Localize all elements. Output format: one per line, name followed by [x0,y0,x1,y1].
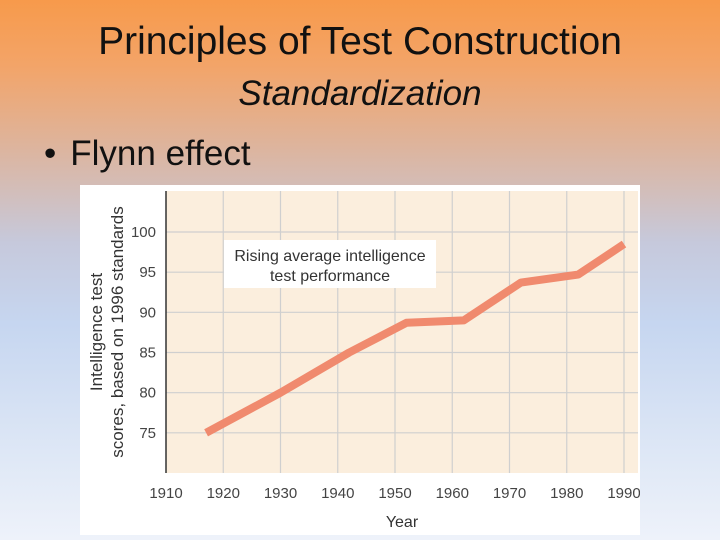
bullet-dot: • [44,134,57,173]
bullet-item: • Flynn effect [44,134,251,174]
x-tick-labels: 1910 1920 1930 1940 1950 1960 1970 1980 1990 [149,485,640,502]
annotation-line-1: Rising average intelligence [234,248,425,265]
y-tick-labels: 75 80 85 90 95 100 [131,224,156,442]
annotation-box [224,240,436,288]
x-tick-1910: 1910 [149,485,182,502]
y-tick-80: 80 [139,385,156,402]
flynn-effect-chart: 75 80 85 90 95 100 1910 1920 1930 1940 1950 1960 19… [80,185,640,535]
y-tick-90: 90 [139,304,156,321]
annotation-line-2: test performance [270,268,390,285]
x-tick-1940: 1940 [321,485,354,502]
series-line-0 [204,240,627,437]
y-tick-85: 85 [139,345,156,362]
x-axis-label: Year [386,514,419,531]
y-axis-label-line-2: scores, based on 1996 standards [108,206,127,457]
slide-title: Principles of Test Construction [98,20,622,63]
x-tick-1980: 1980 [550,485,583,502]
series-lines [204,240,627,437]
y-tick-95: 95 [139,264,156,281]
x-tick-1970: 1970 [493,485,526,502]
x-tick-1930: 1930 [264,485,297,502]
x-tick-1990: 1990 [607,485,640,502]
slide-subtitle: Standardization [238,74,482,113]
y-tick-100: 100 [131,224,156,241]
bullet-text: Flynn effect [70,134,251,173]
x-tick-1960: 1960 [436,485,469,502]
y-axis-label-line-1: Intelligence test [87,273,106,391]
x-tick-1950: 1950 [378,485,411,502]
y-tick-75: 75 [139,425,156,442]
x-tick-1920: 1920 [207,485,240,502]
plot-area [166,191,638,473]
